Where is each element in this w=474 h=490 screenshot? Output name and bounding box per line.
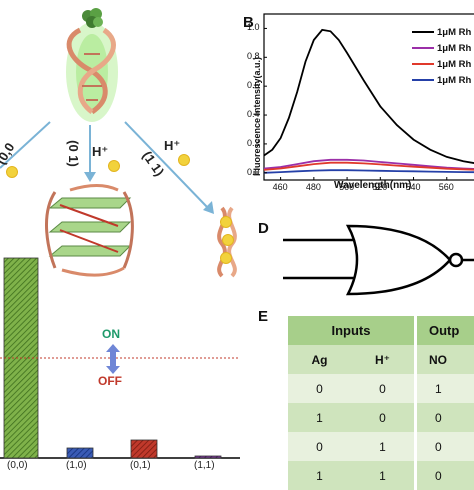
table-row: 1 1 0 xyxy=(288,461,474,490)
col-header-ag: Ag xyxy=(288,345,351,374)
bar-category-label: (0,1) xyxy=(130,460,151,471)
table-row: 1 0 0 xyxy=(288,403,474,432)
cell-h: 1 xyxy=(351,461,416,490)
truth-table-group-header: Inputs Outp xyxy=(288,316,474,345)
cell-h: 0 xyxy=(351,403,416,432)
truth-table: Inputs Outp Ag H⁺ NO 0 0 1 1 0 0 0 1 0 1… xyxy=(288,316,474,490)
cell-out: 0 xyxy=(416,461,474,490)
cell-out: 0 xyxy=(416,432,474,461)
bar-1 xyxy=(67,448,93,458)
truth-table-col-header: Ag H⁺ NO xyxy=(288,345,474,374)
cell-ag: 1 xyxy=(288,403,351,432)
bar-3 xyxy=(195,456,221,458)
cell-ag: 0 xyxy=(288,432,351,461)
bar-category-label: (1,0) xyxy=(66,460,87,471)
col-header-h: H⁺ xyxy=(351,345,416,374)
cell-ag: 1 xyxy=(288,461,351,490)
bar-category-label: (0,0) xyxy=(7,460,28,471)
cell-h: 0 xyxy=(351,374,416,403)
col-header-nor: NO xyxy=(416,345,474,374)
cell-ag: 0 xyxy=(288,374,351,403)
bar-2 xyxy=(131,440,157,458)
inputs-header: Inputs xyxy=(288,316,416,345)
panel-e-letter: E xyxy=(258,308,268,325)
table-row: 0 0 1 xyxy=(288,374,474,403)
cell-out: 1 xyxy=(416,374,474,403)
bar-category-label: (1,1) xyxy=(194,460,215,471)
cell-out: 0 xyxy=(416,403,474,432)
table-row: 0 1 0 xyxy=(288,432,474,461)
output-header: Outp xyxy=(416,316,474,345)
off-label: OFF xyxy=(98,374,122,388)
cell-h: 1 xyxy=(351,432,416,461)
on-label: ON xyxy=(102,327,120,341)
on-off-double-arrow xyxy=(106,344,120,374)
